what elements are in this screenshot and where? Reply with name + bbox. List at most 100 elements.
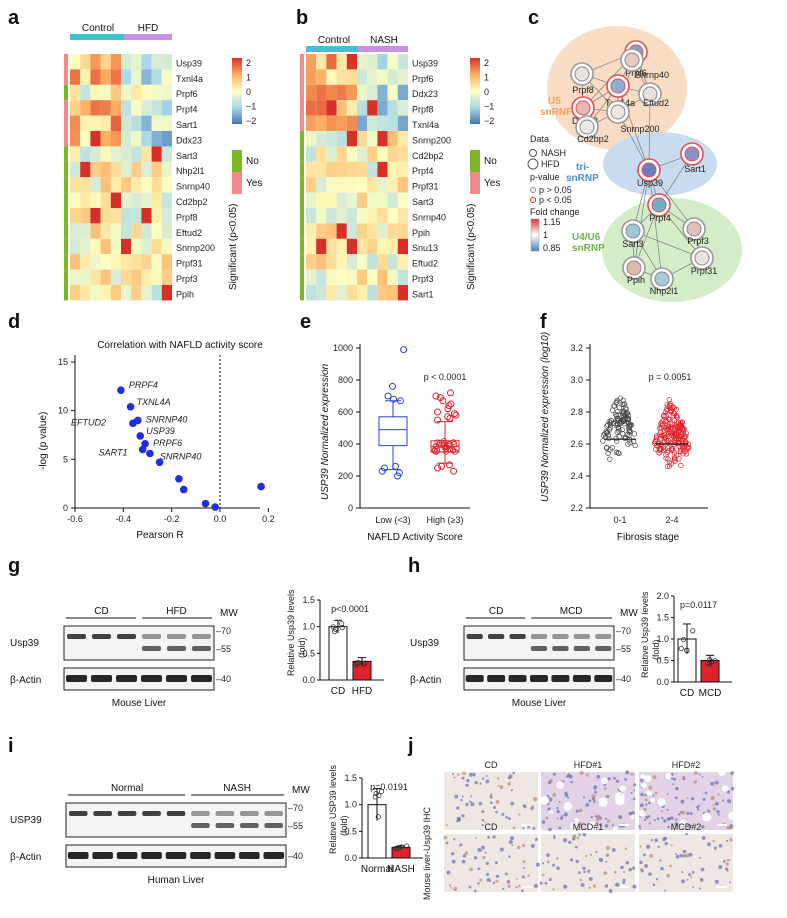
heatmap-cell bbox=[326, 238, 337, 255]
nucleus bbox=[495, 810, 498, 814]
nucleus bbox=[558, 826, 562, 830]
heatmap-cell bbox=[346, 254, 357, 270]
scale-bar bbox=[717, 824, 727, 826]
node-inner bbox=[579, 119, 595, 135]
heatmap-cell bbox=[346, 285, 357, 301]
nucleus bbox=[593, 785, 598, 790]
scale-bar bbox=[717, 886, 727, 888]
heatmap-cell bbox=[377, 254, 388, 270]
nucleus bbox=[512, 771, 515, 775]
gene-label: Txnl4a bbox=[412, 120, 439, 130]
gene-label: Ddx23 bbox=[176, 135, 202, 145]
lipid-droplet bbox=[702, 812, 712, 822]
heatmap-cell bbox=[70, 254, 81, 270]
nucleus bbox=[522, 804, 526, 807]
nucleus bbox=[495, 874, 500, 879]
heatmap-cell bbox=[131, 269, 142, 285]
nucleus bbox=[485, 872, 490, 876]
gene-label: Cd2bp2 bbox=[412, 151, 444, 161]
heatmap-cell bbox=[100, 269, 111, 285]
nucleus bbox=[611, 824, 614, 827]
nucleus bbox=[700, 867, 705, 872]
heatmap-cell bbox=[346, 208, 357, 224]
heatmap-cell bbox=[357, 177, 368, 193]
heatmap-cell bbox=[397, 254, 408, 270]
data-point bbox=[211, 503, 219, 511]
nucleus bbox=[689, 812, 693, 815]
nucleus bbox=[625, 770, 630, 775]
heatmap-cell bbox=[80, 69, 91, 85]
nucleus bbox=[650, 838, 654, 842]
data-point bbox=[672, 458, 678, 464]
nucleus bbox=[646, 844, 651, 849]
group-label-tri: tri- snRNP bbox=[566, 162, 599, 184]
data-point bbox=[602, 431, 608, 437]
group-bar-hfd bbox=[124, 34, 172, 40]
nucleus bbox=[680, 810, 685, 815]
nucleus bbox=[563, 884, 568, 889]
data-point bbox=[613, 435, 619, 442]
y-tick-label: 400 bbox=[338, 439, 353, 449]
heatmap-cell bbox=[326, 131, 337, 147]
nucleus bbox=[661, 816, 664, 820]
group-bar-nash bbox=[358, 46, 408, 52]
data-point bbox=[664, 402, 670, 408]
heatmap-cell bbox=[326, 54, 337, 70]
nucleus bbox=[718, 865, 723, 869]
data-point bbox=[671, 410, 677, 417]
lipid-droplet bbox=[540, 796, 550, 805]
nucleus bbox=[460, 798, 463, 802]
panel-letter-a: a bbox=[8, 7, 20, 29]
band bbox=[142, 646, 161, 651]
nucleus bbox=[670, 844, 673, 847]
nucleus bbox=[622, 870, 626, 874]
panel-b-heatmap: Control NASH Usp39 Prpf6 Ddx23 Prpf8 Txnl4a S… bbox=[300, 35, 500, 301]
nucleus bbox=[633, 789, 636, 792]
heatmap-cell bbox=[80, 131, 91, 147]
heatmap-cell bbox=[336, 238, 347, 255]
heatmap-cell bbox=[336, 146, 347, 162]
colorbar bbox=[232, 58, 242, 124]
data-point bbox=[615, 412, 621, 418]
nucleus bbox=[477, 867, 481, 871]
data-point bbox=[339, 621, 345, 627]
data-point bbox=[667, 402, 673, 408]
y-tick-label: 2.4 bbox=[570, 471, 583, 481]
y-tick-label: 2.8 bbox=[570, 407, 583, 417]
colorbar-tick: 0 bbox=[484, 87, 489, 97]
heatmap-cell bbox=[90, 208, 101, 224]
nucleus bbox=[648, 785, 653, 790]
nucleus bbox=[729, 838, 733, 842]
heatmap-cell bbox=[336, 269, 347, 285]
nucleus bbox=[563, 812, 568, 817]
point-label: SNRNP40 bbox=[146, 414, 188, 424]
band bbox=[192, 634, 211, 639]
nucleus bbox=[468, 772, 473, 777]
group-label-u4u6: U4/U6 snRNP bbox=[572, 232, 605, 254]
nucleus bbox=[702, 797, 706, 802]
legend-title: Significant (p<0.05) bbox=[228, 204, 239, 290]
data-point bbox=[438, 446, 445, 453]
nucleus bbox=[726, 859, 729, 861]
significance-cell bbox=[300, 208, 304, 224]
data-point bbox=[600, 438, 606, 444]
heatmap-cell bbox=[90, 238, 101, 255]
group-label: CD bbox=[489, 606, 503, 617]
heatmap-cell bbox=[121, 115, 132, 131]
colorbar-tick: 2 bbox=[484, 58, 489, 68]
colorbar-tick: 0 bbox=[246, 87, 251, 97]
nucleus bbox=[605, 853, 610, 857]
node-label: Nhp2l1 bbox=[650, 286, 679, 296]
data-point bbox=[663, 413, 669, 419]
heatmap-cell bbox=[316, 238, 327, 255]
heatmap-cell bbox=[100, 285, 111, 301]
significance-cell bbox=[64, 54, 68, 70]
nucleus bbox=[461, 859, 466, 864]
legend-no-swatch bbox=[470, 150, 480, 172]
heatmap-cell bbox=[151, 208, 162, 224]
nucleus bbox=[504, 872, 508, 876]
heatmap-cell bbox=[306, 223, 317, 239]
colorbar-ticks: 2 1 0 −1 −2 bbox=[246, 58, 256, 126]
node-label: Sart1 bbox=[684, 164, 706, 174]
data-point bbox=[674, 424, 681, 431]
